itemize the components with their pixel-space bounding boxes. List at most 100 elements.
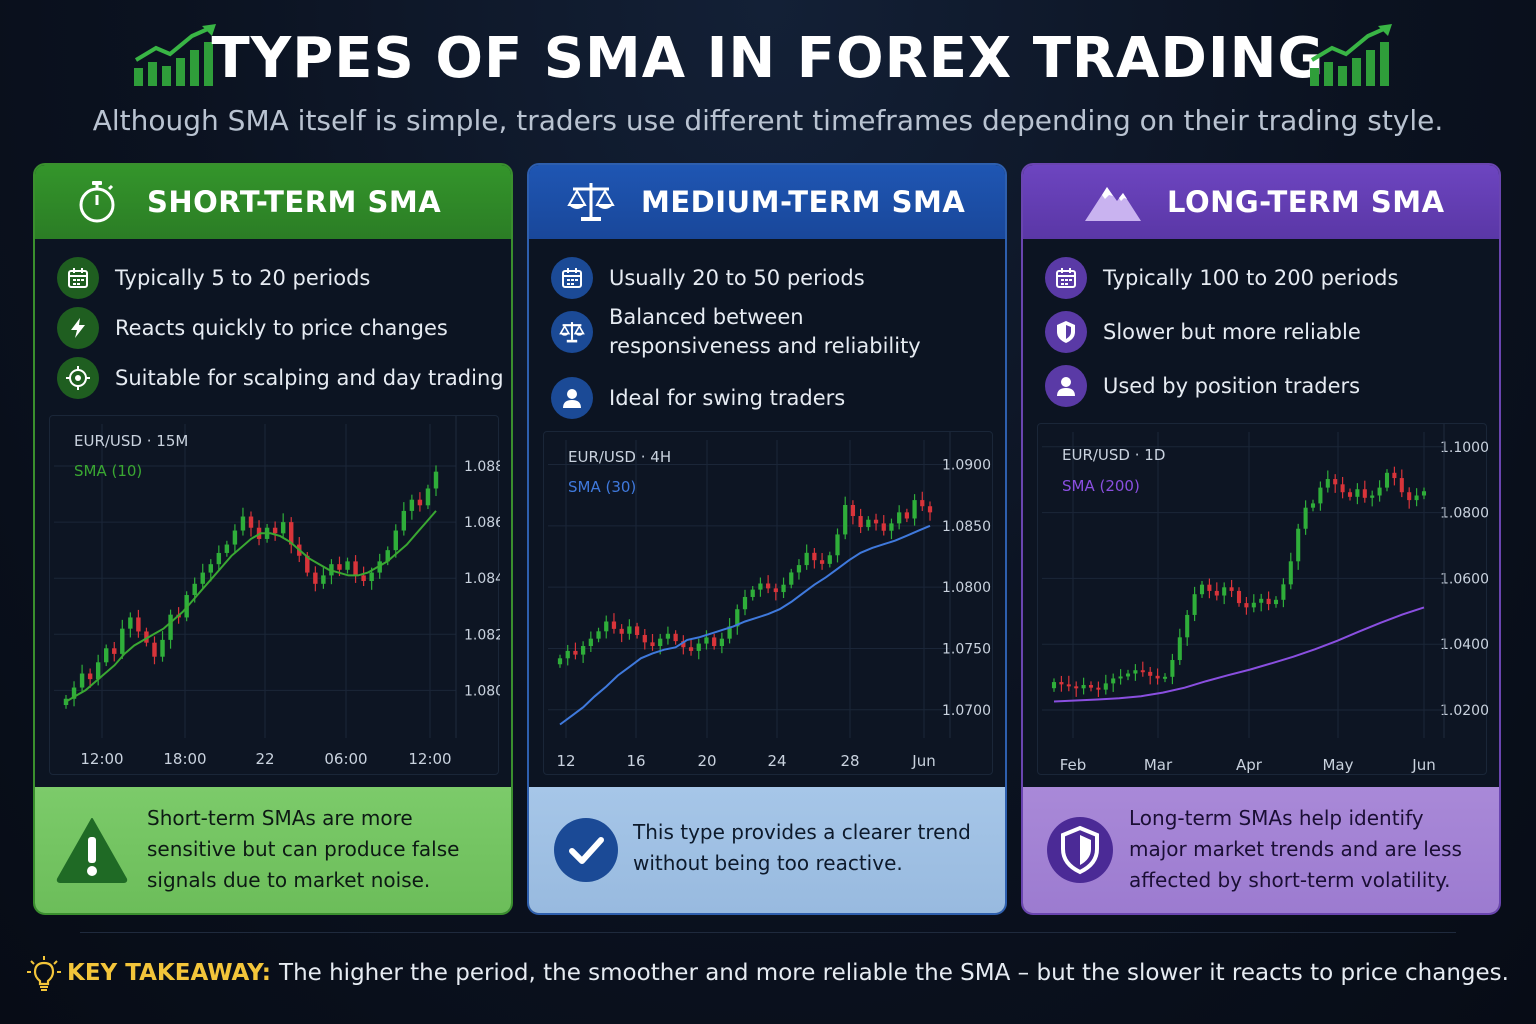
- candle-body: [573, 650, 578, 655]
- bullet-text: Slower but more reliable: [1103, 319, 1361, 344]
- candle-body: [727, 626, 732, 639]
- candle-body: [796, 565, 802, 573]
- medium-term-card: MEDIUM-TERM SMA Usually 20 to 50 periods…: [527, 163, 1007, 915]
- candle-body: [87, 673, 93, 680]
- candle-body: [927, 506, 933, 513]
- x-tick-label: 06:00: [324, 750, 367, 768]
- candle-body: [1096, 687, 1101, 690]
- candle-body: [1059, 682, 1064, 685]
- candle-body: [673, 633, 678, 642]
- candle-body: [289, 522, 294, 545]
- candle-body: [650, 642, 655, 647]
- candle-body: [1066, 684, 1071, 687]
- candle-body: [345, 561, 350, 570]
- note-text: Long-term SMAs help identify major marke…: [1129, 806, 1462, 892]
- candle-body: [321, 575, 326, 584]
- candle-body: [272, 527, 278, 534]
- lightbulb-icon: [27, 956, 62, 991]
- candle-body: [1377, 487, 1382, 496]
- candle-body: [1081, 685, 1086, 689]
- candle-body: [588, 638, 593, 647]
- candle-body: [361, 575, 366, 581]
- bullet-text: Usually 20 to 50 periods: [609, 265, 865, 290]
- candle-body: [804, 552, 809, 566]
- candlestick-chart: 1.1000 1.0800 1.0600 1.0400 1.0200 Feb Mar Apr M…: [1042, 424, 1488, 774]
- candle-body: [1222, 587, 1227, 596]
- y-tick-label: 1.0400: [1440, 637, 1488, 653]
- candle-body: [611, 621, 617, 629]
- candle-body: [827, 555, 832, 564]
- candle-body: [1111, 678, 1116, 684]
- balance-scale-icon: [551, 311, 593, 353]
- sma-line: [559, 524, 931, 726]
- card-note: Long-term SMAs help identify major marke…: [1023, 787, 1499, 913]
- bullet-text: Typically 100 to 200 periods: [1103, 265, 1399, 290]
- mountain-icon: [1085, 187, 1141, 221]
- candle-body: [904, 512, 909, 519]
- candle-body: [369, 572, 374, 581]
- target-icon: [57, 357, 99, 399]
- candle-body: [313, 572, 318, 584]
- candle-body: [696, 643, 701, 651]
- x-tick-label: 12:00: [408, 750, 451, 768]
- candle-body: [393, 530, 398, 551]
- x-tick-label: 28: [840, 752, 859, 770]
- note-text: Short-term SMAs are more sensitive but c…: [147, 806, 460, 892]
- candle-body: [781, 584, 786, 593]
- candle-body: [1421, 491, 1427, 496]
- candle-body: [704, 637, 709, 644]
- y-tick-label: 1.0700: [942, 703, 991, 719]
- y-tick-label: 1.1000: [1440, 440, 1488, 456]
- candle-body: [1162, 676, 1168, 679]
- takeaway-label: KEY TAKEAWAY:: [67, 960, 272, 986]
- candle-body: [1207, 584, 1212, 591]
- candle-body: [1170, 660, 1175, 677]
- candle-body: [337, 564, 342, 570]
- sma-line: [1053, 606, 1425, 703]
- y-tick-label: 1.0200: [1440, 703, 1488, 719]
- growth-chart-icon: [134, 24, 216, 86]
- candle-body: [224, 544, 230, 553]
- candle-body: [843, 504, 848, 535]
- y-tick-label: 1.0750: [942, 641, 991, 657]
- candle-body: [425, 488, 431, 506]
- candle-body: [1192, 594, 1197, 615]
- candle-body: [104, 648, 109, 663]
- candlestick-chart: 1.0900 1.0850 1.0800 1.0750 1.0700 12 16 20 24 28…: [548, 432, 991, 770]
- candle-body: [1281, 584, 1286, 600]
- candle-body: [1266, 598, 1271, 605]
- card-title: SHORT-TERM SMA: [147, 185, 442, 219]
- y-tick-label: 1.0820: [464, 627, 500, 643]
- candle-body: [1384, 472, 1390, 488]
- candle-body: [160, 639, 165, 657]
- card-header: LONG-TERM SMA: [1023, 165, 1499, 239]
- x-tick-label: 18:00: [163, 750, 206, 768]
- calendar-icon: [551, 257, 593, 299]
- candle-body: [1310, 503, 1316, 508]
- page-subtitle: Although SMA itself is simple, traders u…: [92, 104, 1444, 137]
- candle-body: [1259, 598, 1264, 603]
- candle-body: [305, 555, 310, 573]
- warning-icon: [56, 818, 128, 883]
- candle-body: [1296, 528, 1301, 562]
- candle-body: [1148, 671, 1153, 676]
- candle-body: [1347, 492, 1353, 497]
- candle-body: [232, 530, 238, 545]
- candle-body: [1229, 587, 1234, 591]
- card-header: SHORT-TERM SMA: [35, 165, 511, 239]
- candle-body: [642, 634, 647, 643]
- candle-body: [385, 550, 390, 562]
- y-tick-label: 1.0800: [1440, 506, 1488, 522]
- candle-body: [1244, 603, 1249, 608]
- y-tick-label: 1.0600: [1440, 571, 1488, 587]
- candle-body: [1125, 673, 1131, 677]
- candle-body: [634, 626, 640, 635]
- y-tick-label: 1.0860: [464, 515, 500, 531]
- sma-label: SMA (200): [1062, 477, 1140, 495]
- pair-label: EUR/USD · 15M: [74, 432, 188, 450]
- candle-body: [920, 500, 925, 507]
- bullet-text: Balanced between responsiveness and reli…: [609, 305, 921, 358]
- candle-body: [1133, 670, 1138, 674]
- candle-body: [1318, 487, 1323, 504]
- candle-body: [1074, 686, 1079, 689]
